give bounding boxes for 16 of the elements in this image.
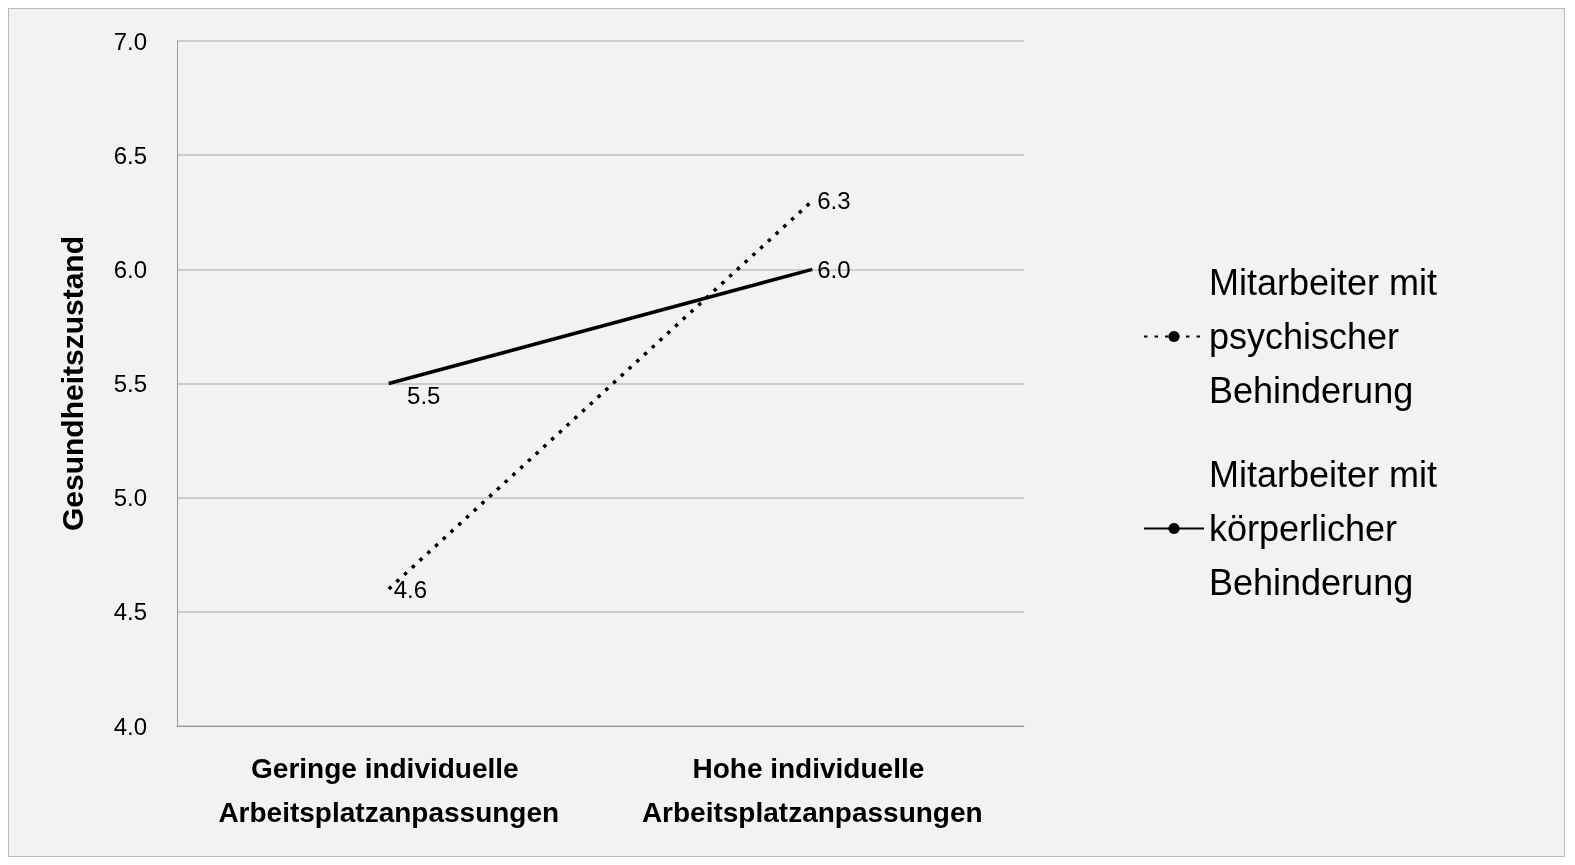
- data-label: 4.6: [393, 575, 428, 603]
- data-label: 5.5: [407, 382, 441, 409]
- legend-label: Mitarbeiter mit körperlicher Behinderung: [1209, 454, 1448, 603]
- y-tick-label: 4.5: [113, 598, 147, 626]
- data-label: 6.0: [817, 255, 851, 283]
- y-tick-label: 6.5: [113, 141, 147, 169]
- legend-label: Mitarbeiter mit psychischer Behinderung: [1209, 262, 1448, 411]
- y-tick-label: 4.0: [113, 712, 147, 740]
- data-label: 6.3: [817, 187, 851, 215]
- y-tick-label: 6.0: [113, 255, 147, 283]
- x-tick-label: Geringe individuelle Arbeitsplatzanpassungen: [218, 752, 560, 828]
- y-tick-label: 5.5: [113, 370, 147, 397]
- y-axis-title: Gesundheitszustand: [55, 235, 89, 532]
- y-tick-label: 5.0: [113, 484, 147, 512]
- x-tick-label: Hohe individuelle Arbeitsplatzanpassungen: [641, 752, 983, 828]
- y-tick-label: 7.0: [113, 27, 147, 55]
